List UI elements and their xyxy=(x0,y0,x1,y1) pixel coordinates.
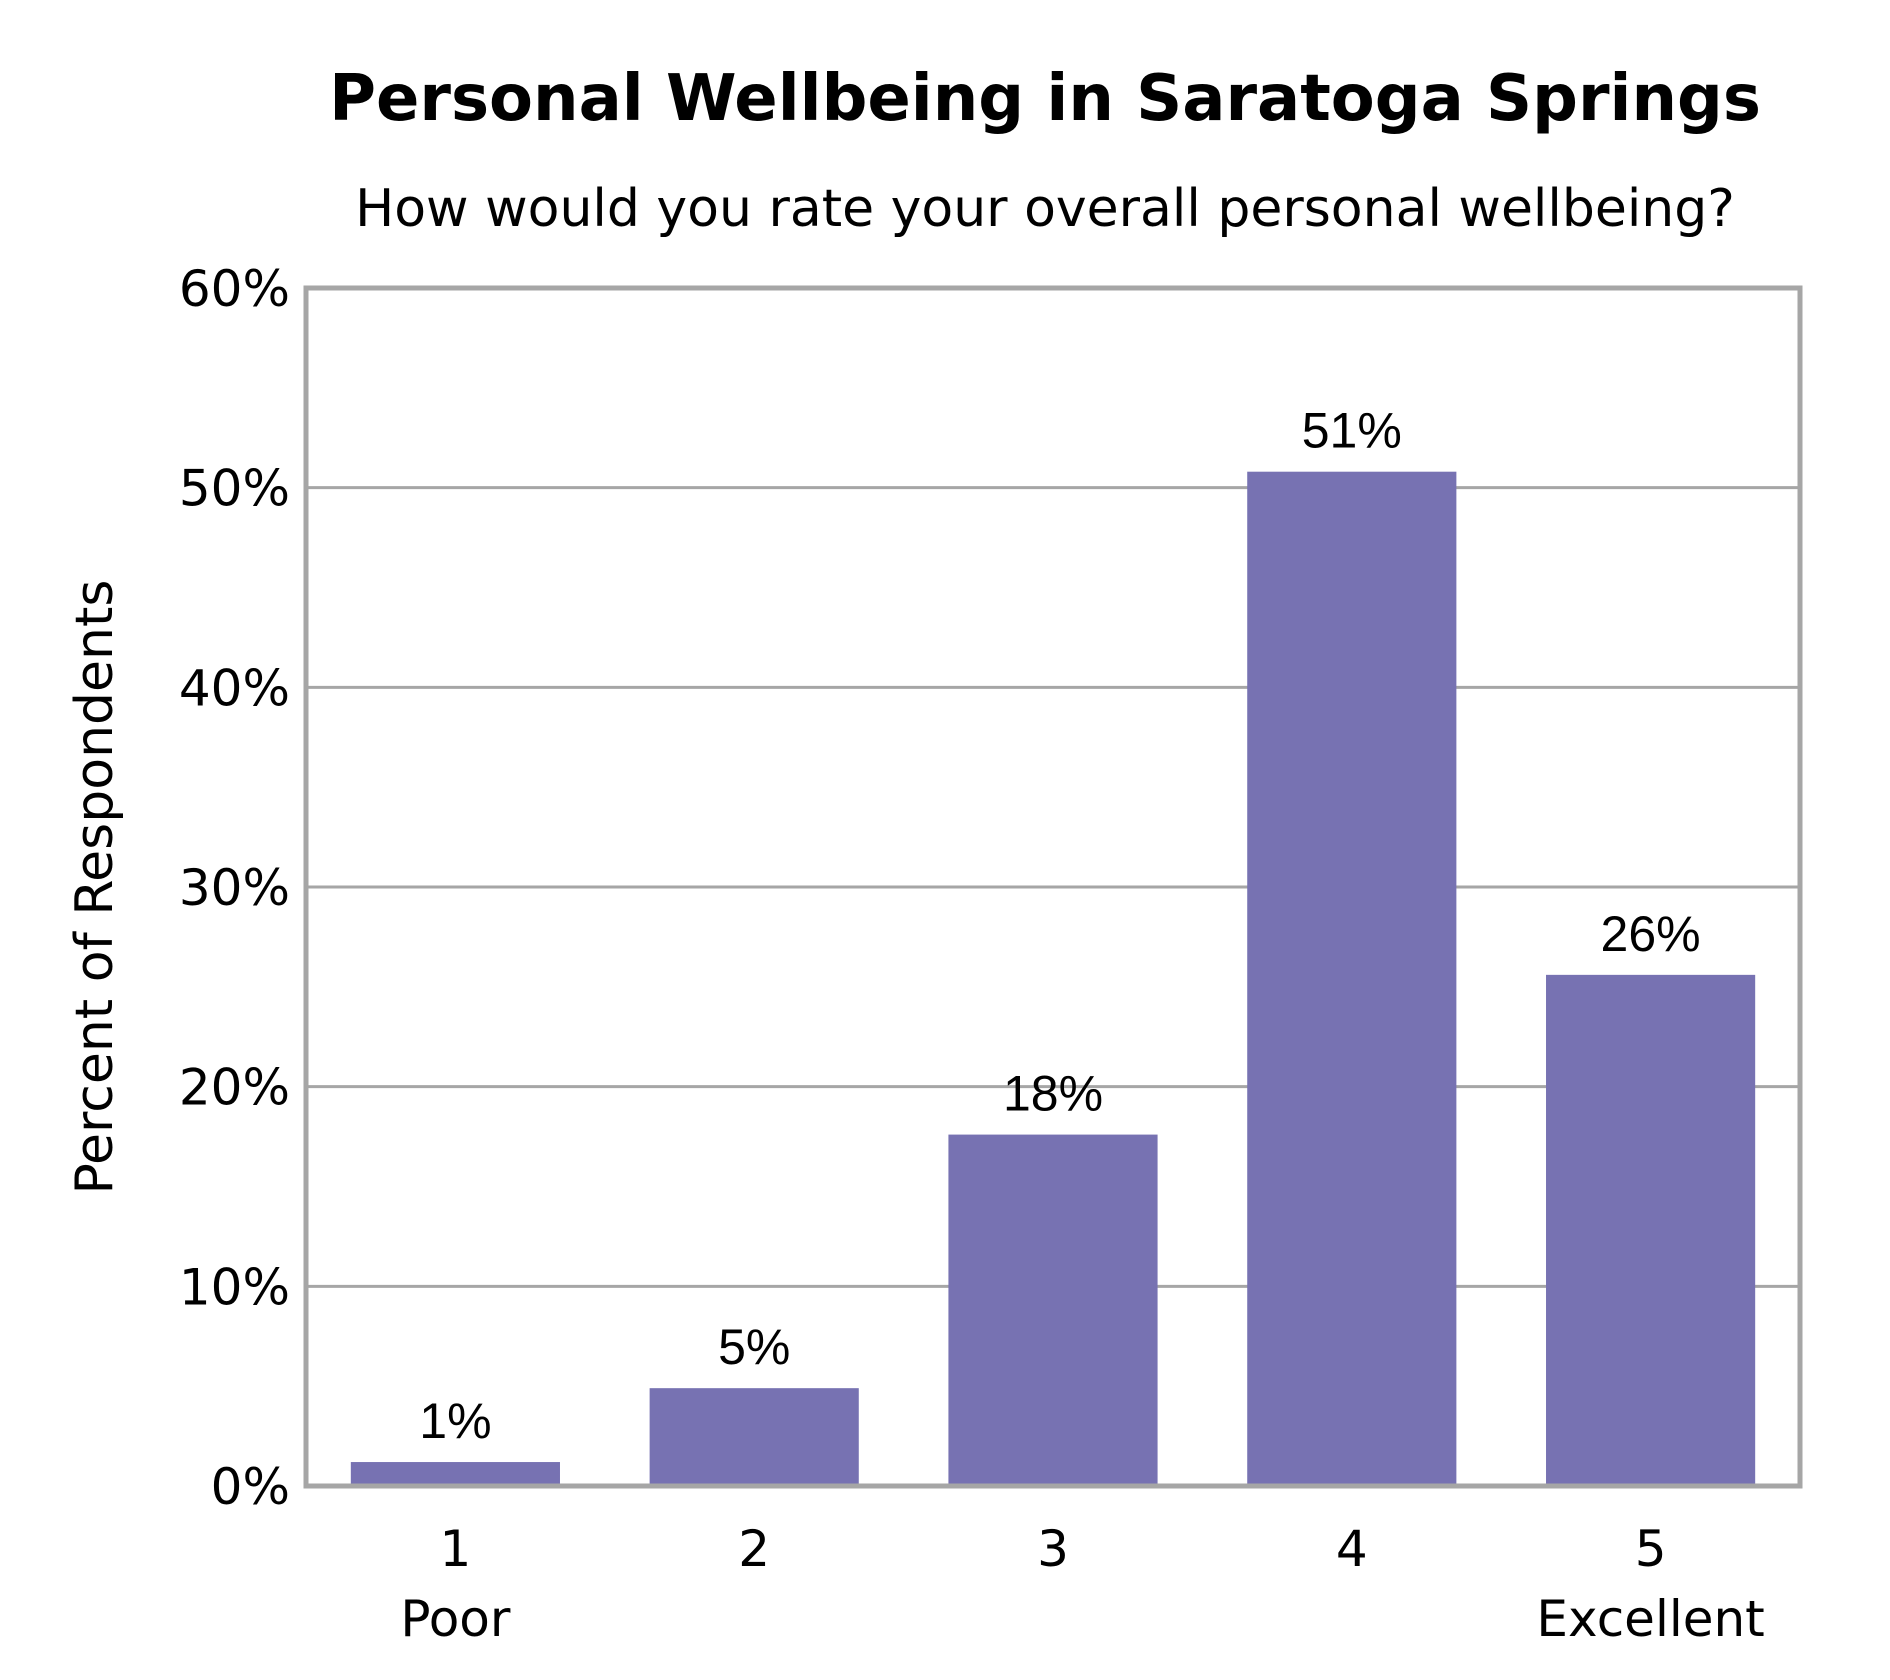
y-tick-label: 20% xyxy=(179,1059,290,1117)
x-tick-label: 2 xyxy=(738,1520,770,1578)
x-tick-sublabel: Excellent xyxy=(1536,1590,1764,1648)
bar xyxy=(350,1462,560,1486)
x-tick-sublabel: Poor xyxy=(400,1590,511,1648)
data-labels: 1% 5% 18% 51% 26% xyxy=(419,403,1700,1449)
x-tick-label: 5 xyxy=(1635,1520,1667,1578)
y-axis-label: Percent of Respondents xyxy=(65,580,125,1195)
data-label: 5% xyxy=(718,1319,790,1375)
y-tick-label: 60% xyxy=(179,260,290,318)
data-label: 51% xyxy=(1302,403,1402,459)
x-tick-label: 4 xyxy=(1336,1520,1368,1578)
x-tick-labels: 1 Poor 2 3 4 5 Excellent xyxy=(400,1520,1764,1648)
chart-subtitle: How would you rate your overall personal… xyxy=(355,179,1735,239)
x-tick-label: 3 xyxy=(1037,1520,1069,1578)
plot-frame xyxy=(303,285,1803,1489)
y-tick-label: 50% xyxy=(179,460,290,518)
chart-title: Personal Wellbeing in Saratoga Springs xyxy=(329,62,1761,136)
data-label: 18% xyxy=(1003,1066,1103,1122)
data-label: 26% xyxy=(1601,906,1701,962)
y-tick-label: 30% xyxy=(179,859,290,917)
bar xyxy=(1546,974,1756,1486)
data-label: 1% xyxy=(419,1393,491,1449)
x-tick-label: 1 xyxy=(439,1520,471,1578)
bar xyxy=(649,1388,859,1486)
y-tick-label: 40% xyxy=(179,659,290,717)
y-tick-label: 10% xyxy=(179,1258,290,1316)
y-tick-labels: 0% 10% 20% 30% 40% 50% 60% xyxy=(179,260,290,1516)
bars xyxy=(350,471,1756,1486)
y-tick-label: 0% xyxy=(211,1458,290,1516)
bar xyxy=(1247,471,1457,1486)
bar xyxy=(948,1134,1158,1486)
